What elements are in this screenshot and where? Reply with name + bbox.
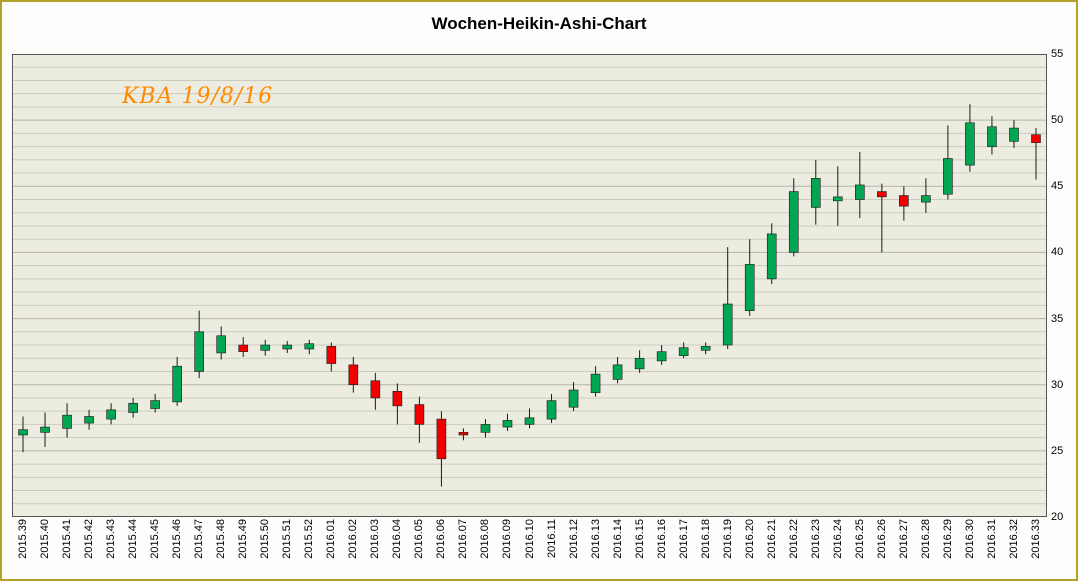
x-axis-tick: 2016.19 [721, 519, 734, 559]
x-axis-tick: 2016.17 [677, 519, 690, 559]
x-axis-tick: 2015.52 [303, 519, 316, 559]
x-axis-tick: 2016.22 [787, 519, 800, 559]
x-axis-tick: 2016.06 [435, 519, 448, 559]
x-axis-tick: 2016.15 [633, 519, 646, 559]
y-axis-tick: 55 [1051, 48, 1064, 60]
x-axis-tick: 2015.48 [215, 519, 228, 559]
x-axis-tick: 2016.23 [809, 519, 822, 559]
chart-annotation: KBA 19/8/16 [122, 84, 274, 109]
x-axis-tick: 2016.14 [611, 519, 624, 559]
x-axis-tick: 2016.27 [897, 519, 910, 559]
x-axis-tick: 2015.51 [281, 519, 294, 559]
y-axis-tick: 20 [1051, 511, 1064, 523]
x-axis-tick: 2016.16 [655, 519, 668, 559]
y-axis-tick: 40 [1051, 246, 1064, 259]
x-axis-tick: 2016.33 [1029, 519, 1042, 559]
x-axis-tick: 2015.41 [61, 519, 74, 559]
x-axis-tick: 2016.13 [589, 519, 602, 559]
x-axis-tick: 2016.26 [875, 519, 888, 559]
x-axis-tick: 2015.44 [127, 519, 140, 559]
x-axis-tick: 2015.50 [259, 519, 272, 559]
x-axis-tick: 2016.05 [413, 519, 426, 559]
x-axis-tick: 2016.12 [567, 519, 580, 559]
x-axis-tick: 2015.42 [83, 519, 96, 559]
x-axis-tick: 2015.46 [171, 519, 184, 559]
x-axis-tick: 2016.08 [479, 519, 492, 559]
x-axis-tick: 2016.09 [501, 519, 514, 559]
y-axis-labels: 20 25 30 35 40 45 50 55 [1051, 48, 1076, 523]
x-axis-tick: 2016.28 [919, 519, 932, 559]
x-axis-labels: 2015.39 2015.40 2015.41 2015.42 2015.43 2015.… [12, 517, 1047, 579]
y-axis-tick: 30 [1051, 378, 1064, 391]
x-axis-tick: 2015.45 [149, 519, 162, 559]
x-axis-tick: 2016.24 [831, 519, 844, 559]
x-axis-tick: 2016.25 [853, 519, 866, 559]
y-axis-tick: 45 [1051, 180, 1064, 193]
x-axis-tick: 2015.40 [39, 519, 52, 559]
x-axis-tick: 2016.32 [1007, 519, 1020, 559]
x-axis-tick: 2016.01 [325, 519, 338, 559]
x-axis-tick: 2016.29 [941, 519, 954, 559]
x-axis-tick: 2016.02 [347, 519, 360, 559]
candlestick-plot [12, 54, 1047, 517]
y-axis-tick: 50 [1051, 114, 1064, 127]
x-axis-tick: 2016.18 [699, 519, 712, 559]
x-axis-tick: 2016.04 [391, 519, 404, 559]
x-axis-tick: 2016.07 [457, 519, 470, 559]
x-axis-tick: 2016.03 [369, 519, 382, 559]
candlestick-svg [12, 54, 1047, 517]
x-axis-tick: 2015.43 [105, 519, 118, 559]
y-axis-tick: 25 [1051, 444, 1064, 457]
x-axis-tick: 2015.49 [237, 519, 250, 559]
y-axis-tick: 35 [1051, 312, 1064, 325]
x-axis-tick: 2016.30 [963, 519, 976, 559]
x-axis-tick: 2015.47 [193, 519, 206, 559]
chart-title: Wochen-Heikin-Ashi-Chart [431, 14, 647, 33]
x-axis-tick: 2016.10 [523, 519, 536, 559]
x-axis-tick: 2016.31 [985, 519, 998, 559]
x-axis-tick: 2016.21 [765, 519, 778, 559]
x-axis-tick: 2015.39 [17, 519, 30, 559]
x-axis-tick: 2016.11 [545, 519, 558, 558]
x-axis-tick: 2016.20 [743, 519, 756, 559]
